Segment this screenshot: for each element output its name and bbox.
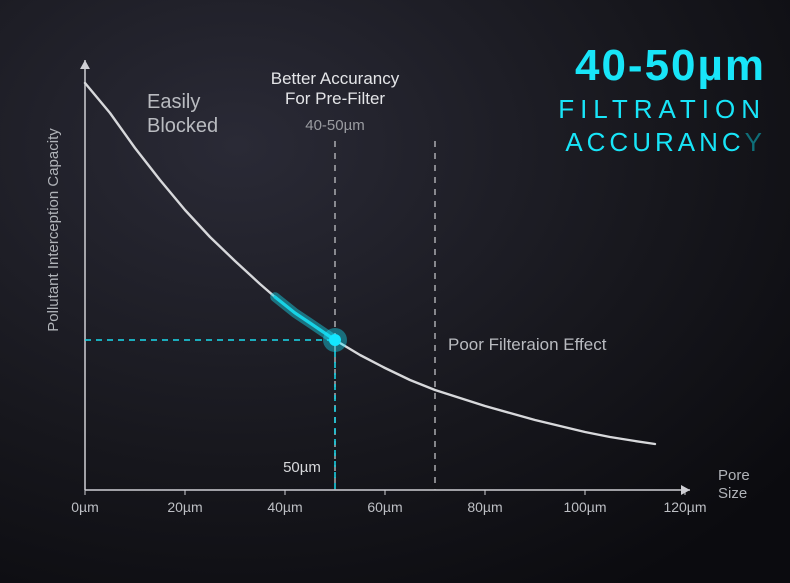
headline-block: 40-50µm FILTRATION ACCURANCY xyxy=(558,44,766,158)
headline-sub2: ACCURANCY xyxy=(558,127,766,158)
x-axis-label: Size xyxy=(718,485,747,502)
label-poor-effect: Poor Filteraion Effect xyxy=(448,335,607,354)
marker-dot xyxy=(329,334,341,346)
headline-sub1: FILTRATION xyxy=(558,94,766,125)
x-axis-label: Pore xyxy=(718,467,750,484)
label-easily-blocked: Easily xyxy=(147,91,200,113)
x-tick-label: 20µm xyxy=(167,499,202,515)
label-better-accuracy: Better Accurancy xyxy=(271,69,400,88)
x-tick-label: 120µm xyxy=(663,499,706,515)
y-axis-label: Pollutant Interception Capacity xyxy=(45,128,62,332)
label-range: 40-50µm xyxy=(305,117,365,134)
label-better-accuracy: For Pre-Filter xyxy=(285,89,385,108)
x-tick-label: 60µm xyxy=(367,499,402,515)
x-tick-label: 0µm xyxy=(71,499,99,515)
x-tick-label: 80µm xyxy=(467,499,502,515)
x-tick-label: 100µm xyxy=(563,499,606,515)
label-50um: 50µm xyxy=(283,459,321,476)
headline-value: 40-50µm xyxy=(558,44,766,88)
x-tick-label: 40µm xyxy=(267,499,302,515)
label-easily-blocked: Blocked xyxy=(147,115,218,137)
